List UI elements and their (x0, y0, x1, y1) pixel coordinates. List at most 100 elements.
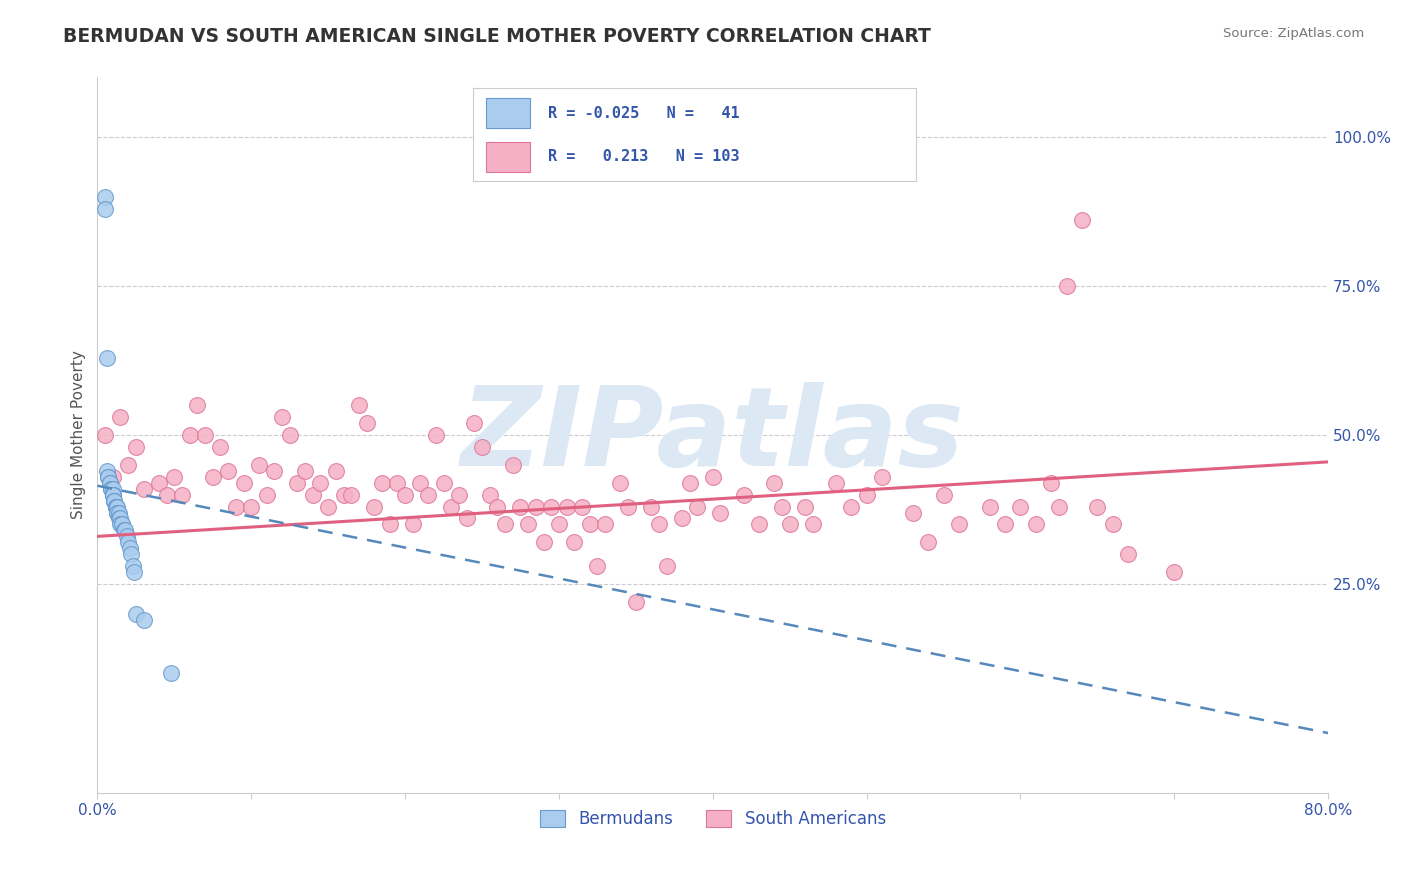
Point (247, 458, 270, 472)
Point (779, 517, 801, 532)
Point (105, 506, 128, 520)
Point (124, 565, 146, 579)
Point (232, 475, 254, 490)
Point (100, 482, 122, 496)
Point (378, 517, 401, 532)
Point (524, 500, 547, 514)
Point (97, 469, 120, 483)
Point (316, 500, 339, 514)
Point (217, 464, 239, 478)
Point (586, 559, 609, 574)
Point (101, 469, 124, 483)
Point (132, 613, 155, 627)
Point (347, 398, 370, 412)
Point (340, 488, 363, 502)
Point (1163, 565, 1185, 579)
Point (648, 517, 671, 532)
Point (114, 524, 136, 538)
Point (101, 482, 124, 496)
Point (502, 458, 524, 472)
Point (533, 535, 555, 549)
Point (155, 488, 177, 502)
Point (578, 517, 600, 532)
Point (101, 488, 124, 502)
Point (770, 500, 793, 514)
Point (471, 440, 494, 454)
Point (517, 517, 540, 532)
Point (101, 488, 124, 502)
Point (111, 517, 134, 532)
Point (839, 500, 862, 514)
Point (101, 488, 124, 502)
Point (679, 475, 702, 490)
Legend: Bermudans, South Americans: Bermudans, South Americans (533, 803, 893, 834)
Point (562, 535, 585, 549)
Point (917, 535, 939, 549)
Point (209, 440, 232, 454)
Point (101, 488, 124, 502)
Point (94, 428, 117, 442)
Point (121, 559, 143, 574)
Point (94, 202, 117, 216)
Point (179, 428, 201, 442)
Point (103, 493, 125, 508)
Point (97, 469, 120, 483)
Point (98, 475, 121, 490)
Point (186, 398, 208, 412)
Point (617, 500, 640, 514)
Point (655, 559, 678, 574)
Point (278, 428, 301, 442)
Point (160, 666, 183, 681)
Point (432, 475, 454, 490)
Point (332, 488, 354, 502)
Point (763, 475, 786, 490)
Point (120, 547, 142, 561)
Point (96, 351, 118, 365)
Point (548, 517, 571, 532)
Point (117, 535, 139, 549)
Point (1116, 547, 1139, 561)
Point (104, 500, 127, 514)
Point (402, 517, 425, 532)
Point (1047, 500, 1070, 514)
Point (609, 475, 631, 490)
Point (301, 488, 323, 502)
Point (948, 517, 970, 532)
Point (671, 511, 693, 525)
Point (1101, 517, 1123, 532)
Point (640, 500, 662, 514)
Point (979, 500, 1001, 514)
Point (110, 410, 132, 425)
Point (225, 500, 247, 514)
Point (686, 500, 709, 514)
Text: ZIPatlas: ZIPatlas (461, 382, 965, 489)
Point (571, 500, 593, 514)
Point (163, 469, 186, 483)
Point (240, 500, 263, 514)
Point (409, 475, 432, 490)
Point (103, 493, 125, 508)
Point (105, 506, 128, 520)
Point (1085, 500, 1108, 514)
Point (593, 517, 616, 532)
Point (356, 416, 378, 430)
Point (325, 464, 347, 478)
Point (110, 517, 132, 532)
Point (994, 517, 1017, 532)
Point (901, 506, 924, 520)
Point (794, 500, 817, 514)
Point (932, 488, 955, 502)
Point (110, 511, 132, 525)
Point (478, 488, 501, 502)
Point (709, 506, 731, 520)
Point (263, 464, 285, 478)
Point (486, 500, 509, 514)
Point (748, 517, 770, 532)
Point (285, 475, 308, 490)
Point (1025, 517, 1047, 532)
Point (1056, 279, 1078, 293)
Point (108, 506, 131, 520)
Point (117, 458, 139, 472)
Point (540, 500, 562, 514)
Point (194, 428, 217, 442)
